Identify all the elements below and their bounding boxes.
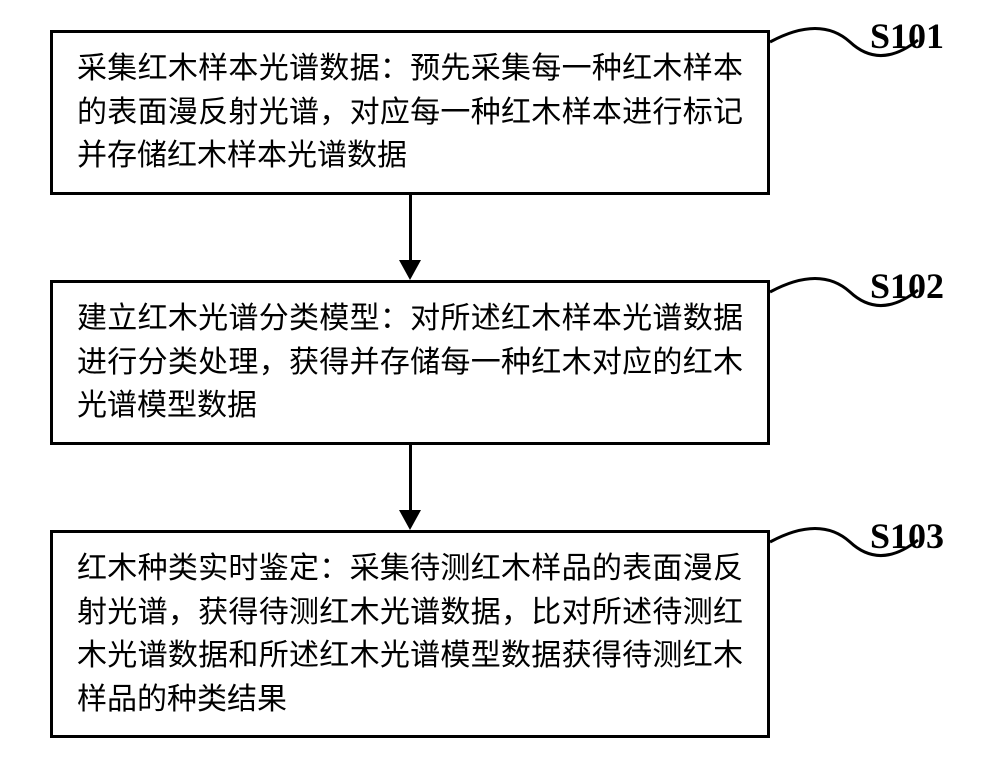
arrow-line xyxy=(409,195,412,260)
step-box-s103: 红木种类实时鉴定：采集待测红木样品的表面漫反射光谱，获得待测红木光谱数据，比对所… xyxy=(50,530,770,738)
step-text: 红木种类实时鉴定：采集待测红木样品的表面漫反射光谱，获得待测红木光谱数据，比对所… xyxy=(77,552,743,716)
step-text: 采集红木样本光谱数据：预先采集每一种红木样本的表面漫反射光谱，对应每一种红木样本… xyxy=(77,52,743,172)
arrow-head-icon xyxy=(399,260,421,280)
step-label-s103: S103 xyxy=(870,515,944,557)
step-label-s102: S102 xyxy=(870,265,944,307)
step-label-s101: S101 xyxy=(870,15,944,57)
arrow-1 xyxy=(50,195,770,280)
step-box-s102: 建立红木光谱分类模型：对所述红木样本光谱数据进行分类处理，获得并存储每一种红木对… xyxy=(50,280,770,445)
step-box-s101: 采集红木样本光谱数据：预先采集每一种红木样本的表面漫反射光谱，对应每一种红木样本… xyxy=(50,30,770,195)
arrow-line xyxy=(409,445,412,510)
arrow-2 xyxy=(50,445,770,530)
step-text: 建立红木光谱分类模型：对所述红木样本光谱数据进行分类处理，获得并存储每一种红木对… xyxy=(77,302,743,422)
arrow-head-icon xyxy=(399,510,421,530)
